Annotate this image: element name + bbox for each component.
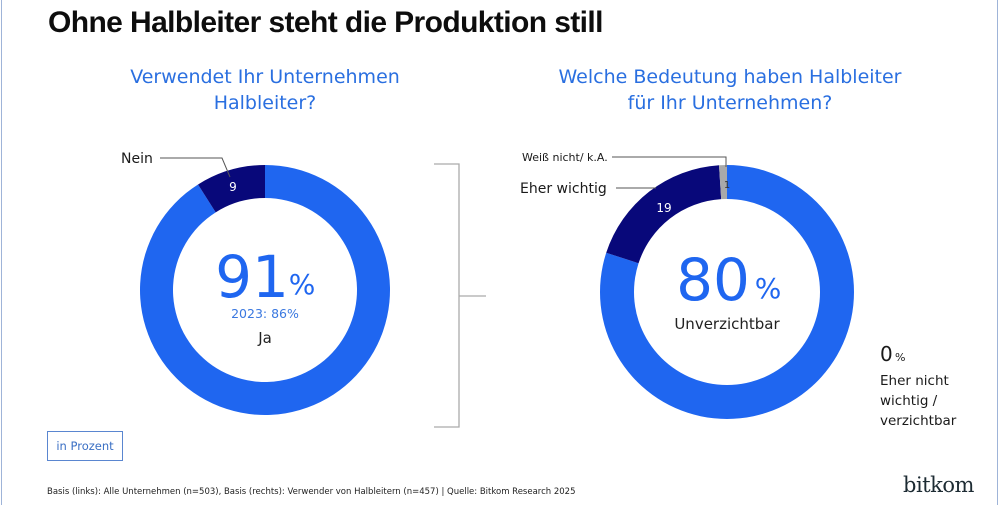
side-note-unit: % — [895, 351, 905, 364]
callout-line-nein — [160, 157, 231, 178]
right-chart-title-line-2: für Ihr Unternehmen? — [627, 92, 833, 114]
right-chart-title: Welche Bedeutung haben Halbleiter für Ih… — [530, 64, 930, 116]
donut-chart-left — [140, 165, 391, 416]
side-note-line-3: verzichtbar — [880, 413, 957, 429]
center-value-left: 91 — [215, 243, 289, 311]
donut-slice-nein — [198, 165, 265, 213]
right-chart-title-line-1: Welche Bedeutung haben Halbleiter — [558, 66, 902, 88]
side-note-line-2: wichtig / — [880, 393, 938, 409]
frame-border-right — [997, 0, 998, 505]
left-chart-title-line-2: Halbleiter? — [213, 92, 317, 114]
slice-label-eher-wichtig: 19 — [656, 201, 671, 215]
center-label-right: Unverzichtbar — [674, 315, 780, 333]
slice-label-nein: 9 — [229, 180, 237, 194]
donut-slice-eher-wichtig — [606, 165, 722, 264]
center-value-right: 80 — [676, 246, 750, 314]
footnote-source: Basis (links): Alle Unternehmen (n=503),… — [47, 487, 576, 497]
side-note-line-1: Eher nicht — [880, 373, 949, 389]
page-title: Ohne Halbleiter steht die Produktion sti… — [48, 6, 603, 39]
bitkom-logo: bitkom — [903, 473, 974, 497]
center-label-left: Ja — [257, 329, 272, 347]
callout-label-weiss-nicht: Weiß nicht/ k.A. — [522, 151, 608, 164]
bracket-connector — [434, 163, 460, 428]
callout-label-nein: Nein — [121, 151, 153, 167]
center-comparison-left: 2023: 86% — [231, 306, 299, 321]
frame-border-left — [1, 0, 2, 505]
donut-chart-right — [600, 165, 854, 419]
donut-slice-weiß-nicht-k-a — [719, 165, 727, 200]
center-unit-right: % — [755, 272, 782, 305]
left-chart-title: Verwendet Ihr Unternehmen Halbleiter? — [95, 64, 435, 116]
unit-label-box: in Prozent — [47, 431, 123, 461]
left-chart-title-line-1: Verwendet Ihr Unternehmen — [130, 66, 400, 88]
callout-label-eher-wichtig: Eher wichtig — [520, 181, 607, 197]
center-unit-left: % — [289, 268, 316, 301]
side-note-value: 0 — [880, 342, 893, 366]
slice-label-weiss-nicht: 1 — [724, 180, 730, 191]
callout-line-weiss-nicht — [612, 156, 727, 167]
